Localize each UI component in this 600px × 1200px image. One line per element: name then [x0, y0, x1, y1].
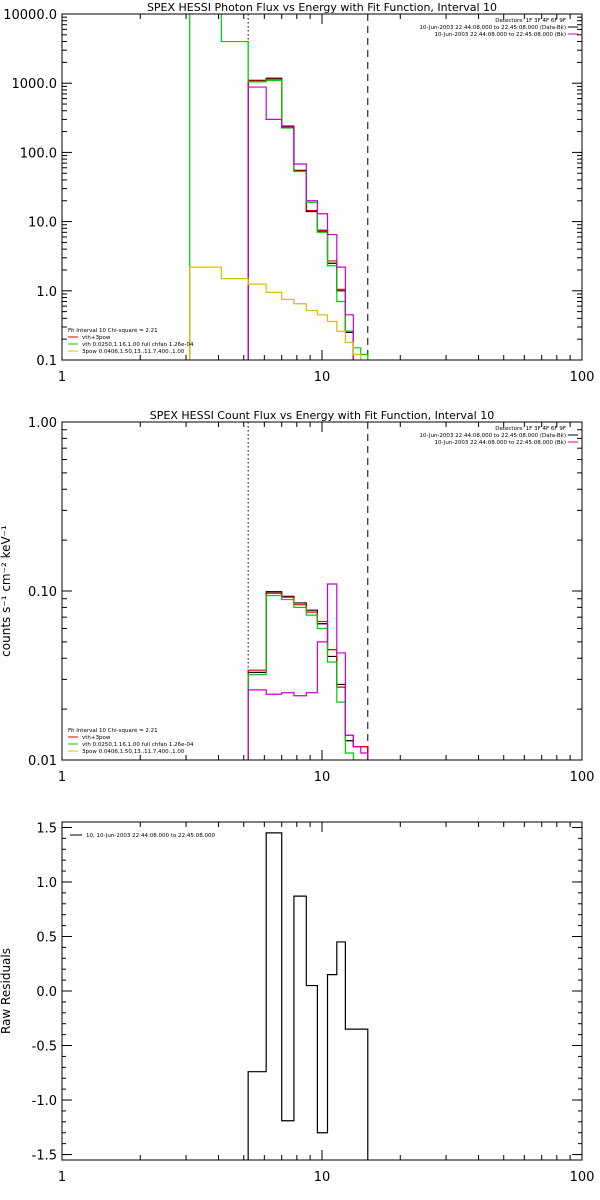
series-line-1 [247, 78, 354, 360]
x-tick-label: 10 [314, 1170, 331, 1185]
x-tick-label: 10 [314, 770, 331, 785]
y-axis-label: Raw Residuals [0, 948, 13, 1034]
legend-bottom-entry: vth+3pow [82, 735, 111, 741]
residuals-panel: Raw Residuals 1 10 100 1.5 1.0 0.5 0.0 -0.5 -1.0 -… [0, 821, 594, 1185]
series-line-3 [247, 583, 369, 760]
x-tick-label: 100 [570, 1170, 595, 1185]
count-flux-panel: SPEX HESSI Count Flux vs Energy with Fit… [0, 409, 594, 785]
series-line-2 [247, 594, 362, 760]
y-tick-label: 1.0 [36, 876, 57, 891]
photon-flux-panel: SPEX HESSI Photon Flux vs Energy with Fi… [3, 1, 595, 385]
x-tick-label: 1 [58, 370, 66, 385]
legend-bottom-entry: 3pow 0.0406,1.50,13.,11.7,400.,1.00 [82, 349, 185, 355]
x-tick-label: 100 [570, 370, 595, 385]
y-axis-label: counts s⁻¹ cm⁻² keV⁻¹ [0, 525, 13, 657]
legend-bottom-entry: 3pow 0.0406,1.50,13.,11.7,400.,1.00 [82, 749, 185, 755]
y-tick-label: -0.5 [32, 1040, 57, 1055]
series-line-0 [247, 77, 354, 360]
series-line-0 [247, 832, 369, 1160]
series-group [247, 832, 369, 1160]
x-tick-label: 1 [58, 1170, 66, 1185]
chart-title: SPEX HESSI Photon Flux vs Energy with Fi… [147, 1, 497, 14]
plot-frame [61, 421, 583, 761]
series-group [247, 583, 369, 760]
legend-inner-entry: 10, 10-Jun-2003 22:44:08.000 to 22:45:08… [86, 833, 216, 839]
y-tick-label: 0.0 [36, 985, 57, 1000]
y-tick-label: 1.00 [28, 416, 57, 431]
plot-frame [61, 821, 583, 1161]
series-line-4 [189, 266, 362, 360]
series-line-2 [189, 14, 369, 360]
legend-top-entry: 10-Jun-2003 22:44:08.000 to 22:45:08.000… [420, 433, 566, 439]
legend-top-entry: 10-Jun-2003 22:44:08.000 to 22:45:08.000… [434, 32, 566, 38]
legend-top-entry: Detectors: 1F 3F 4F 6F 9F [495, 426, 566, 432]
plot-frame [61, 13, 583, 361]
legend-top-entry: 10-Jun-2003 22:44:08.000 to 22:45:08.000… [420, 25, 566, 31]
legend-top-entry: 10-Jun-2003 22:44:08.000 to 22:45:08.000… [434, 440, 566, 446]
legend-bottom-entry: Fit Interval 10 Chi-square = 2.21 [68, 328, 158, 334]
y-tick-label: 0.01 [28, 754, 57, 769]
legend-bottom-entry: Fit Interval 10 Chi-square = 2.21 [68, 728, 158, 734]
legend-bottom-entry: vth 0.0250,1.16,1.00 full chfan 1.26e-04 [82, 342, 194, 348]
series-line-3 [247, 86, 354, 360]
y-tick-label: 10000.0 [3, 8, 57, 23]
y-tick-label: 1000.0 [12, 77, 58, 92]
y-tick-label: 0.1 [36, 354, 57, 369]
series-group [189, 14, 369, 360]
y-tick-label: -1.5 [32, 1149, 57, 1164]
y-tick-label: 1.0 [36, 285, 57, 300]
y-tick-label: -1.0 [32, 1094, 57, 1109]
y-tick-label: 1.5 [36, 821, 57, 836]
x-tick-label: 1 [58, 770, 66, 785]
y-tick-label: 10.0 [28, 216, 57, 231]
y-tick-label: 100.0 [20, 146, 57, 161]
x-tick-label: 10 [314, 370, 331, 385]
y-tick-label: 0.10 [28, 585, 57, 600]
legend-bottom-entry: vth 0.0250,1.16,1.00 full chfan 1.26e-04 [82, 742, 194, 748]
legend-bottom-entry: vth+3pow [82, 335, 111, 341]
x-tick-label: 100 [570, 770, 595, 785]
legend-top-entry: Detectors: 1F 3F 4F 6F 9F [495, 18, 566, 24]
y-tick-label: 0.5 [36, 930, 57, 945]
chart-title: SPEX HESSI Count Flux vs Energy with Fit… [150, 409, 494, 422]
